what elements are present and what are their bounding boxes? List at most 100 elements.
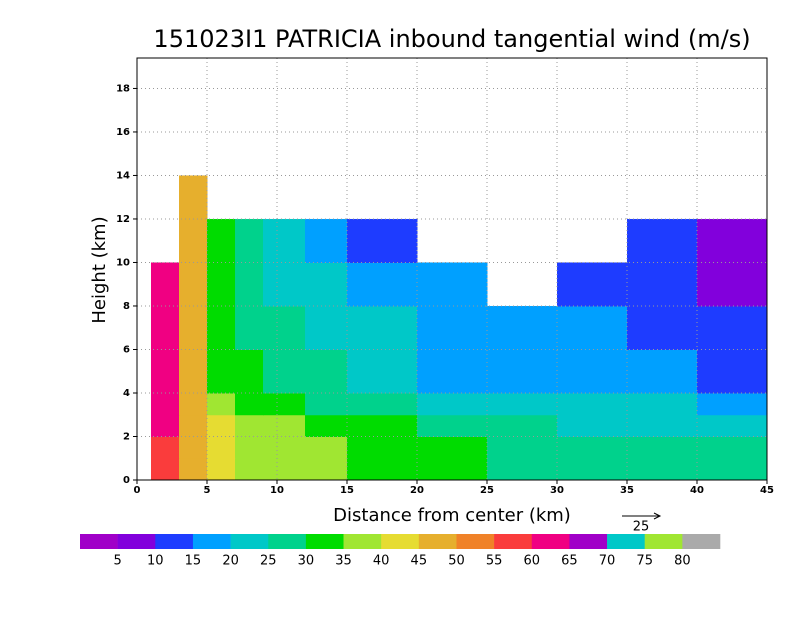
cell [305,392,348,416]
colorbar-label: 15 [185,554,202,569]
colorbar-box [569,534,608,549]
cell [207,392,236,416]
cell [417,349,488,394]
colorbar-label: 10 [147,554,164,569]
colorbar-label: 70 [599,554,616,569]
cell [263,305,306,350]
colorbar-box [343,534,382,549]
cell [557,349,628,394]
cell [305,414,348,437]
colorbar-label: 40 [373,554,390,569]
colorbar-box [305,534,344,549]
x-tick-label: 25 [480,485,494,496]
colorbar-label: 20 [222,554,239,569]
cell [179,175,208,220]
colorbar-box [192,534,231,549]
y-tick-label: 16 [116,127,130,138]
cell [151,349,180,394]
cell [347,262,418,307]
cell [151,392,180,416]
y-tick-label: 12 [116,214,130,225]
cell [347,392,418,416]
y-tick-label: 2 [123,431,130,442]
y-tick-label: 18 [116,83,130,94]
reference-arrowhead [653,512,662,520]
cell [627,392,698,416]
cell [627,458,698,481]
cell [207,349,236,394]
colorbar-box [155,534,194,549]
field [151,175,768,481]
colorbar-label: 45 [411,554,428,569]
colorbar-label: 55 [486,554,503,569]
cell [697,305,768,350]
colorbar-label: 60 [523,554,540,569]
x-tick-label: 0 [134,485,141,496]
cell [697,436,768,459]
cell [417,262,488,307]
cell [627,305,698,350]
cell [207,262,236,307]
colorbar-box [268,534,307,549]
cell [557,414,628,437]
cell [347,436,418,459]
cell [235,218,264,263]
y-tick-label: 10 [116,257,130,268]
cell [305,305,348,350]
colorbar-box [230,534,269,549]
cell [347,218,418,263]
cell [417,436,488,459]
cell [207,414,236,437]
y-tick-label: 14 [116,170,130,181]
colorbar-box [644,534,683,549]
chart-title: 151023I1 PATRICIA inbound tangential win… [153,25,750,53]
cell [207,305,236,350]
cell [557,392,628,416]
colorbar-box [682,534,721,549]
colorbar-label: 35 [335,554,352,569]
colorbar-label: 5 [114,554,122,569]
cell [487,392,558,416]
cell [697,349,768,394]
cell [263,436,306,459]
x-axis-label: Distance from center (km) [333,505,571,526]
cell [487,458,558,481]
cell [207,218,236,263]
cell [305,262,348,307]
y-axis-label: Height (km) [89,216,110,323]
cell [235,262,264,307]
colorbar-box [456,534,495,549]
cell [557,436,628,459]
cell [697,414,768,437]
colorbar-box [531,534,570,549]
cell [263,349,306,394]
cell [179,392,208,416]
cell [347,458,418,481]
cell [417,414,488,437]
cell [305,458,348,481]
y-tick-label: 6 [123,344,130,355]
cell [235,436,264,459]
colorbar-box [494,534,533,549]
cell [417,458,488,481]
x-tick-label: 5 [204,485,211,496]
cell [627,262,698,307]
cell [627,349,698,394]
cell [263,262,306,307]
cell [151,262,180,307]
cell [179,349,208,394]
cell [151,458,180,481]
cell [697,218,768,263]
cell [235,458,264,481]
cell [151,414,180,437]
cell [263,414,306,437]
cell [179,414,208,437]
cell [557,458,628,481]
cell [179,218,208,263]
cell [487,305,558,350]
reference-vector-label: 25 [633,520,650,535]
cell [207,436,236,459]
cell [487,436,558,459]
colorbar-label: 65 [561,554,578,569]
cell [235,305,264,350]
